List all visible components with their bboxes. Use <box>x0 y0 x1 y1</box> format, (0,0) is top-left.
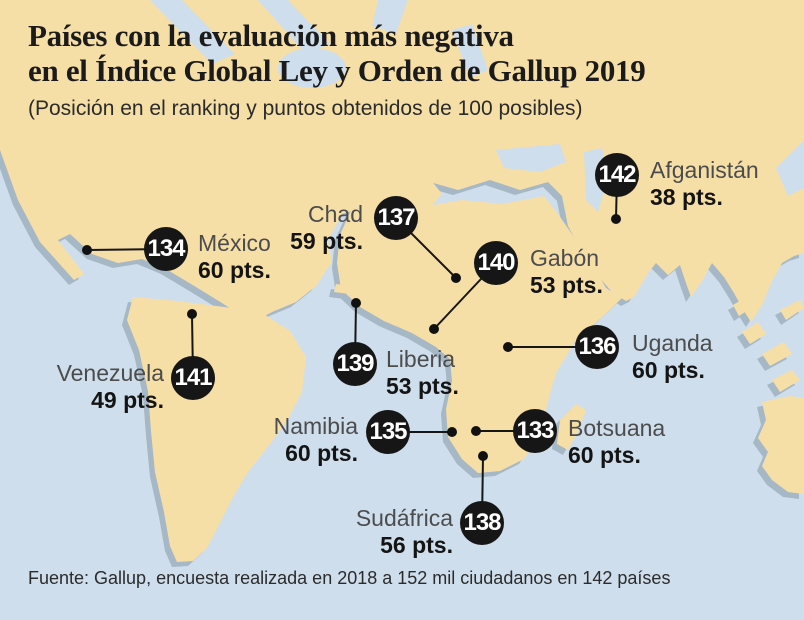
sea-east-asia-bay <box>776 140 804 196</box>
rank-badge-sudafrica: 138 <box>460 501 504 545</box>
sea-arctic-channel-1 <box>150 0 235 64</box>
title-line-2: en el Índice Global Ley y Orden de Gallu… <box>28 53 646 88</box>
infographic-title: Países con la evaluación más negativa en… <box>28 18 646 88</box>
country-points: 53 pts. <box>386 373 459 399</box>
landmass-eurasia <box>336 0 804 322</box>
sea-arctic-channel-2 <box>258 0 330 54</box>
island-se-asia-5 <box>772 370 800 392</box>
country-name: Namibia <box>273 413 358 439</box>
rank-badge-uganda: 136 <box>575 325 619 369</box>
country-name: Liberia <box>386 346 456 372</box>
sea-black-sea <box>496 144 566 172</box>
connector-gabon-dot <box>429 324 439 334</box>
country-points: 60 pts. <box>285 440 358 466</box>
rank-badge-afganistan: 142 <box>595 153 639 197</box>
rank-badge-mexico: 134 <box>144 227 188 271</box>
landmass-africa <box>337 196 622 473</box>
connector-botsuana-dot <box>471 426 481 436</box>
label-uganda: Uganda 60 pts. <box>632 330 713 384</box>
country-points: 56 pts. <box>380 532 453 558</box>
sea-baltic <box>452 24 488 78</box>
title-line-1: Países con la evaluación más negativa <box>28 18 514 53</box>
country-points: 60 pts. <box>568 442 641 468</box>
country-points: 59 pts. <box>290 228 363 254</box>
sea-hudson-bay <box>278 48 346 88</box>
inner-seas <box>150 0 804 212</box>
source-note: Fuente: Gallup, encuesta realizada en 20… <box>28 568 671 588</box>
country-points: 49 pts. <box>91 387 164 413</box>
infographic-subtitle: (Posición en el ranking y puntos obtenid… <box>28 97 583 120</box>
island-se-asia-2 <box>742 322 766 344</box>
country-name: Afganistán <box>650 157 759 183</box>
country-name: Uganda <box>632 330 713 356</box>
island-hispaniola <box>392 300 416 312</box>
sea-arctic-channel-3 <box>372 0 408 34</box>
country-points: 38 pts. <box>650 184 723 210</box>
landmass-australia <box>758 396 804 494</box>
label-sudafrica: Sudáfrica 56 pts. <box>356 505 453 559</box>
island-madagascar <box>557 404 586 450</box>
label-namibia: Namibia 60 pts. <box>274 413 358 467</box>
rank-badge-liberia: 139 <box>333 342 377 386</box>
label-venezuela: Venezuela 49 pts. <box>57 360 164 414</box>
label-gabon: Gabón 53 pts. <box>530 245 603 299</box>
island-se-asia-4 <box>780 300 804 320</box>
connector-afganistan-dot <box>611 214 621 224</box>
rank-badge-namibia: 135 <box>366 410 410 454</box>
label-botsuana: Botsuana 60 pts. <box>568 415 665 469</box>
connector-chad-dot <box>451 273 461 283</box>
connector-mexico-dot <box>82 245 92 255</box>
island-se-asia-1 <box>733 296 754 316</box>
label-liberia: Liberia 53 pts. <box>386 346 459 400</box>
island-se-asia-3 <box>762 342 792 366</box>
label-mexico: México 60 pts. <box>198 230 271 284</box>
connector-uganda-dot <box>503 342 513 352</box>
country-points: 60 pts. <box>198 257 271 283</box>
landmass-north-america <box>0 0 452 323</box>
country-name: Chad <box>308 201 363 227</box>
connectors <box>82 174 621 524</box>
rank-badge-gabon: 140 <box>474 241 518 285</box>
rank-badge-chad: 137 <box>374 196 418 240</box>
connector-liberia-dot <box>351 298 361 308</box>
connector-venezuela-dot <box>187 309 197 319</box>
connector-namibia-dot <box>447 427 457 437</box>
rank-badge-venezuela: 141 <box>171 356 215 400</box>
country-name: México <box>198 230 271 256</box>
rank-badge-botsuana: 133 <box>513 409 557 453</box>
country-name: Venezuela <box>56 360 164 386</box>
country-points: 53 pts. <box>530 272 603 298</box>
country-name: Gabón <box>530 245 600 271</box>
island-cuba <box>334 284 382 298</box>
label-afganistan: Afganistán 38 pts. <box>650 157 759 211</box>
landmass-south-america <box>127 297 306 562</box>
country-name: Sudáfrica <box>355 505 453 531</box>
label-chad: Chad 59 pts. <box>290 201 363 255</box>
country-points: 60 pts. <box>632 357 705 383</box>
country-name: Botsuana <box>568 415 666 441</box>
connector-sudafrica-dot <box>478 451 488 461</box>
